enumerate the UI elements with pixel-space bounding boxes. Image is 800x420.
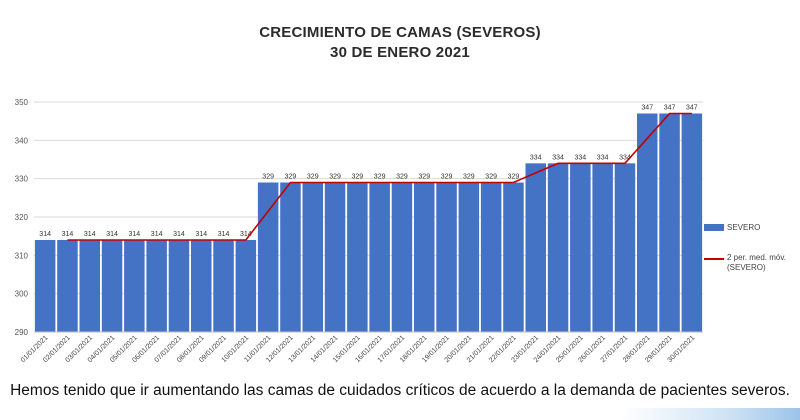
bar (57, 240, 78, 332)
bar (302, 182, 323, 332)
data-label: 314 (84, 231, 96, 238)
bar (458, 182, 480, 332)
bar (347, 182, 368, 332)
bar (34, 240, 56, 332)
bar (480, 182, 502, 332)
data-label: 314 (39, 231, 51, 238)
bar (592, 163, 613, 332)
bar (614, 163, 636, 332)
data-label: 347 (686, 105, 698, 112)
y-tick-label: 350 (15, 98, 29, 107)
bar (235, 240, 257, 332)
bar (168, 240, 190, 332)
bar (525, 163, 546, 332)
bar (547, 163, 569, 332)
bar (637, 113, 658, 332)
legend-line-swatch (704, 258, 724, 260)
data-label: 329 (508, 174, 520, 181)
data-label: 314 (240, 231, 252, 238)
bar (436, 182, 457, 332)
data-label: 314 (151, 231, 163, 238)
data-label: 329 (352, 174, 364, 181)
data-label: 334 (597, 154, 609, 161)
bar (79, 240, 100, 332)
bar (280, 182, 301, 332)
data-label: 314 (218, 231, 230, 238)
data-label: 329 (262, 174, 274, 181)
legend-line-label-2: (SEVERO) (727, 263, 766, 272)
y-tick-label: 320 (15, 213, 29, 222)
bar (681, 113, 703, 332)
legend-bar-swatch (704, 224, 724, 231)
data-label: 329 (396, 174, 408, 181)
legend-line-label-1: 2 per. med. móv. (727, 253, 786, 262)
data-label: 334 (552, 154, 564, 161)
data-label: 334 (530, 154, 542, 161)
bar (257, 182, 279, 332)
bar (146, 240, 167, 332)
bar (369, 182, 390, 332)
data-label: 329 (463, 174, 475, 181)
y-tick-label: 290 (15, 328, 29, 337)
data-label: 329 (285, 174, 297, 181)
bar-chart: 29030031032033034035031401/01/202131402/… (15, 98, 703, 364)
data-label: 329 (329, 174, 341, 181)
chart-subtitle: 30 DE ENERO 2021 (330, 44, 470, 61)
bar (191, 240, 212, 332)
data-label: 329 (307, 174, 319, 181)
data-label: 314 (106, 231, 118, 238)
y-tick-label: 300 (15, 290, 29, 299)
data-label: 334 (575, 154, 587, 161)
bar (124, 240, 145, 332)
data-label: 314 (129, 231, 141, 238)
data-label: 329 (485, 174, 497, 181)
bar (213, 240, 234, 332)
data-label: 334 (619, 154, 631, 161)
data-label: 347 (664, 105, 676, 112)
data-label: 314 (195, 231, 207, 238)
data-label: 329 (418, 174, 430, 181)
bar (391, 182, 413, 332)
data-label: 329 (441, 174, 453, 181)
y-tick-label: 310 (15, 251, 29, 260)
bar (414, 182, 435, 332)
moving-average-line (67, 112, 692, 241)
data-label: 314 (62, 231, 74, 238)
bar (659, 113, 680, 332)
y-tick-label: 330 (15, 175, 29, 184)
bar (503, 182, 524, 332)
data-label: 347 (641, 105, 653, 112)
bar (101, 240, 123, 332)
chart-title: CRECIMIENTO DE CAMAS (SEVEROS) (259, 24, 541, 41)
y-tick-label: 340 (15, 136, 29, 145)
bar (570, 163, 591, 332)
data-label: 314 (173, 231, 185, 238)
legend-bar-label: SEVERO (727, 223, 761, 232)
bar (324, 182, 346, 332)
decorative-swoosh (620, 408, 800, 420)
data-label: 329 (374, 174, 386, 181)
caption-text: Hemos tenido que ir aumentando las camas… (10, 382, 790, 399)
